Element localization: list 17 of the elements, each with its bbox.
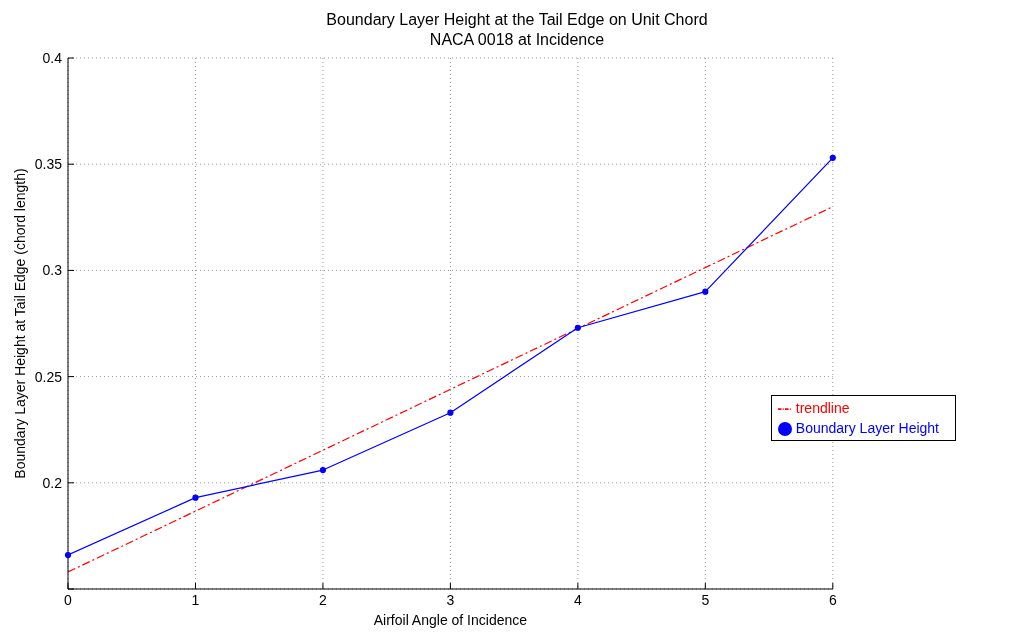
x-tick-label: 3 xyxy=(446,591,455,608)
y-tick-label: 0.35 xyxy=(34,156,63,173)
x-tick-label: 1 xyxy=(191,591,200,608)
chart-title: Boundary Layer Height at the Tail Edge on Unit Chord NACA 0018 at Incidence xyxy=(325,10,709,50)
y-tick-label: 0.4 xyxy=(42,49,63,66)
y-tick-label: 0.2 xyxy=(42,474,63,491)
y-tick-label: 0.25 xyxy=(34,368,63,385)
y-tick-label: 0.3 xyxy=(42,262,63,279)
x-tick-label: 0 xyxy=(64,591,73,608)
y-axis-title: Boundary Layer Height at Tail Edge (chord length) xyxy=(11,168,28,479)
x-axis-title: Airfoil Angle of Incidence xyxy=(373,612,528,628)
x-tick-label: 6 xyxy=(828,591,837,608)
legend-label: Boundary Layer Height xyxy=(795,420,939,436)
x-tick-label: 4 xyxy=(573,591,582,608)
legend-label: trendline xyxy=(795,400,850,416)
x-tick-label: 2 xyxy=(319,591,328,608)
x-tick-label: 5 xyxy=(701,591,710,608)
